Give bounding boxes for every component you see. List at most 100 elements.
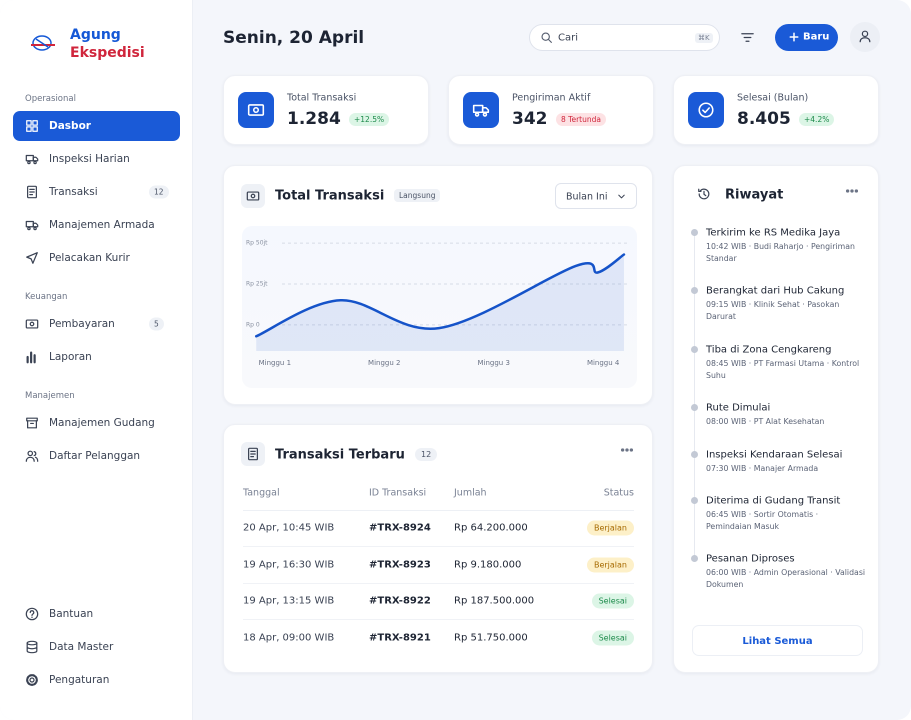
nav-section-title: Operasional [25, 94, 76, 104]
history-title: Rute Dimulai [706, 402, 771, 414]
nav-item[interactable]: Manajemen Gudang [49, 417, 155, 429]
nav-item[interactable]: Bantuan [49, 608, 94, 620]
search-icon [541, 32, 552, 43]
column-header: Tanggal [243, 487, 280, 499]
nav-icon [26, 640, 38, 654]
history-title: Terkirim ke RS Medika Jaya [706, 227, 841, 239]
timeline-dot [691, 497, 698, 504]
stat-card: Pengiriman Aktif 342 8 Tertunda [448, 75, 654, 145]
stat-label: Total Transaksi [287, 92, 357, 104]
view-all-button[interactable]: Lihat Semua [692, 625, 863, 656]
row-status: Berjalan [586, 520, 634, 536]
nav-badge: 12 [149, 185, 169, 199]
stat-icon-box [463, 92, 499, 128]
row-id: #TRX-8922 [369, 595, 431, 607]
nav-item[interactable]: Pelacakan Kurir [49, 252, 130, 264]
brand-name: Agung [70, 27, 121, 43]
brand-name: Ekspedisi [70, 45, 145, 61]
count-badge: 12 [415, 448, 438, 461]
row-date: 20 Apr, 10:45 WIB [243, 522, 335, 534]
timeline-dot [691, 346, 698, 353]
stat-value: 8.405 [737, 109, 791, 129]
avatar[interactable] [850, 22, 880, 52]
shortcut-hint: ⌘K [695, 33, 713, 43]
row-amount: Rp 9.180.000 [454, 559, 522, 571]
nav-icon [26, 120, 38, 132]
search-box[interactable]: Cari ⌘K [529, 24, 720, 51]
x-tick-label: Minggu 1 [259, 359, 291, 367]
row-date: 19 Apr, 13:15 WIB [243, 595, 335, 607]
column-header: ID Transaksi [369, 487, 427, 499]
nav-item[interactable]: Pembayaran [49, 318, 115, 330]
nav-item[interactable]: Data Master [49, 641, 114, 653]
history-meta: 09:15 WIB · Klinik Sehat · Pasokan Darur… [706, 300, 840, 321]
nav-item[interactable]: Dasbor [49, 120, 91, 132]
more-button[interactable] [845, 184, 859, 198]
nav-icon [26, 252, 38, 264]
period-label: Bulan Ini [566, 191, 608, 203]
timeline-dot [691, 229, 698, 236]
plus-icon [789, 32, 799, 42]
y-tick-label: Rp 0 [246, 321, 260, 328]
row-date: 18 Apr, 09:00 WIB [243, 632, 335, 644]
stat-icon [247, 104, 265, 116]
history-title: Pesanan Diproses [706, 553, 795, 565]
history-meta: 10:42 WIB · Budi Raharjo · Pengiriman St… [706, 242, 855, 263]
nav-icon [25, 319, 39, 329]
row-divider [243, 619, 634, 621]
nav-item[interactable]: Transaksi [49, 186, 98, 198]
y-tick-label: Rp 50jt [246, 240, 268, 247]
history-card: Riwayat Terkirim ke RS Medika Jaya 10:42 W… [673, 165, 879, 673]
logo [31, 35, 55, 51]
row-amount: Rp 187.500.000 [454, 595, 535, 607]
page-date: Senin, 20 April [223, 28, 365, 48]
stat-badge: +12.5% [349, 113, 390, 126]
nav-section-title: Manajemen [25, 391, 75, 401]
line-area [256, 254, 624, 351]
stat-label: Selesai (Bulan) [737, 92, 809, 104]
stat-badge: 8 Tertunda [556, 113, 606, 126]
live-tag: Langsung [394, 189, 441, 202]
timeline-line [694, 232, 695, 560]
x-tick-label: Minggu 2 [368, 359, 400, 367]
stat-icon [698, 102, 714, 118]
stat-card: Selesai (Bulan) 8.405 +4.2% [673, 75, 879, 145]
nav-item[interactable]: Pengaturan [49, 674, 110, 686]
card-title: Riwayat [725, 187, 784, 203]
history-title: Diterima di Gudang Transit [706, 495, 841, 507]
nav-icon [26, 417, 38, 429]
history-meta: 08:45 WIB · PT Farmasi Utama · Kontrol S… [706, 359, 860, 380]
divider [243, 510, 634, 511]
new-button[interactable]: Baru [775, 24, 838, 51]
card-icon [698, 188, 710, 200]
filter-button [741, 33, 754, 42]
nav-icon [26, 351, 36, 364]
row-id: #TRX-8921 [369, 632, 431, 644]
history-meta: 08:00 WIB · PT Alat Kesehatan [706, 417, 825, 426]
more-button[interactable] [620, 443, 634, 457]
nav-icon [25, 220, 39, 231]
row-id: #TRX-8923 [369, 559, 431, 571]
row-divider [243, 546, 634, 547]
row-divider [243, 582, 634, 584]
nav-item[interactable]: Laporan [49, 351, 92, 363]
column-header: Jumlah [454, 487, 487, 499]
avatar-icon [859, 30, 871, 43]
x-tick-label: Minggu 3 [478, 359, 510, 367]
row-amount: Rp 51.750.000 [454, 632, 528, 644]
stat-icon-box [238, 92, 274, 128]
nav-active-bg[interactable] [13, 111, 180, 141]
column-header: Status [603, 487, 634, 499]
nav-icon [27, 185, 37, 199]
history-meta: 07:30 WIB · Manajer Armada [706, 464, 819, 473]
nav-item[interactable]: Daftar Pelanggan [49, 450, 141, 462]
row-status: Selesai [591, 630, 634, 646]
nav-item[interactable]: Manajemen Armada [49, 219, 155, 231]
period-select[interactable]: Bulan Ini [555, 183, 637, 209]
nav-item[interactable]: Inspeksi Harian [49, 153, 130, 165]
timeline-dot [691, 404, 698, 411]
y-tick-label: Rp 25jt [246, 280, 268, 287]
nav-icon [25, 450, 39, 462]
nav-icon [25, 607, 39, 621]
